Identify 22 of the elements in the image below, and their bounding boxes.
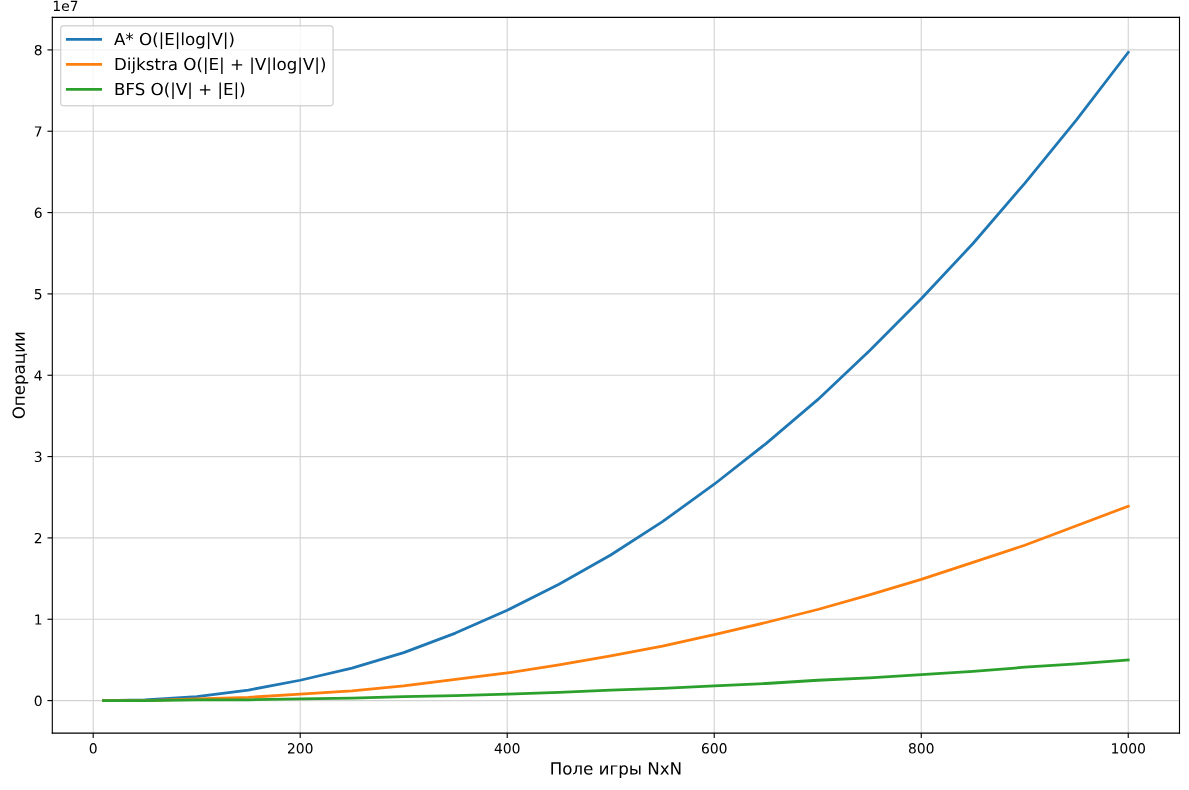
- y-tick-label: 4: [34, 370, 42, 381]
- x-tick-label: 800: [908, 743, 934, 754]
- y-tick-label: 3: [34, 451, 42, 463]
- y-tick-label: 8: [34, 44, 42, 56]
- x-tick-label: 400: [494, 743, 520, 754]
- y-tick-label: 6: [34, 207, 42, 219]
- legend-label: Dijkstra O(|E| + |V|log|V|): [115, 57, 325, 75]
- legend-label: A* O(|E|log|V|): [114, 32, 234, 50]
- x-tick-label: 200: [287, 743, 313, 754]
- y-tick-label: 0: [34, 695, 42, 707]
- y-tick-label: 1: [35, 614, 42, 625]
- y-tick-label: 7: [34, 126, 42, 137]
- x-tick-label: 1000: [1112, 743, 1145, 754]
- x-tick-label: 0: [89, 743, 97, 754]
- text: 1e7: [53, 0, 78, 12]
- y-axis-title: Операции: [12, 332, 29, 419]
- line-series: [102, 658, 1130, 702]
- y-tick-label: 5: [34, 289, 42, 300]
- y-tick-label: 2: [34, 532, 42, 544]
- x-tick-label: 600: [701, 743, 727, 754]
- x-axis-title: Поле игры NxN: [551, 762, 681, 778]
- legend-label: BFS O(|V| + |E|): [115, 82, 245, 100]
